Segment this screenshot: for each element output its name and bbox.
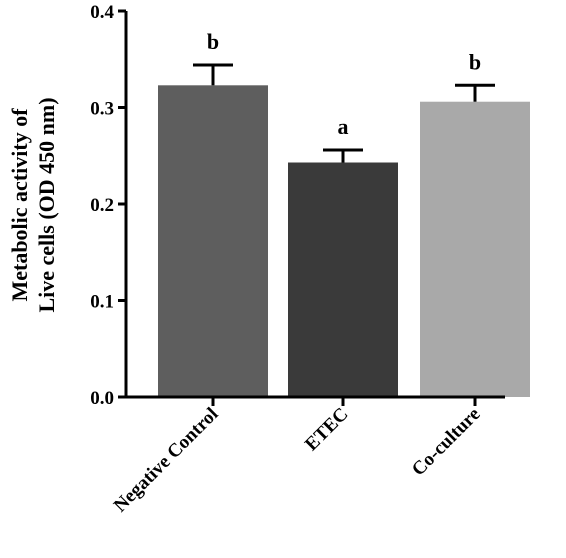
y-tick-label: 0.0 [90, 388, 114, 409]
x-tick-label: Co-culture [408, 404, 485, 481]
y-axis-label-line-1: Metabolic activity of [7, 108, 32, 302]
y-tick-label: 0.2 [90, 195, 114, 216]
bar-1 [158, 85, 268, 398]
significance-label: a [338, 114, 349, 139]
x-ticks-group: Negative Control ETEC Co-culture [110, 397, 485, 516]
y-tick-label: 0.4 [90, 2, 114, 23]
y-tick-label: 0.3 [90, 99, 114, 120]
y-axis-label: Metabolic activity of Live cells (OD 450… [7, 97, 59, 312]
y-axis-label-line-2: Live cells (OD 450 nm) [34, 97, 59, 312]
bar-3 [420, 101, 530, 398]
significance-labels-group: b a b [207, 29, 481, 139]
y-ticks-group: 0.0 0.1 0.2 0.3 0.4 [90, 2, 126, 409]
y-tick-label: 0.1 [90, 292, 114, 313]
x-tick-label: Negative Control [110, 404, 223, 517]
significance-label: b [207, 29, 219, 54]
significance-label: b [469, 49, 481, 74]
bar-2 [288, 162, 398, 397]
x-tick-label: ETEC [301, 404, 352, 455]
bars-group [158, 85, 530, 398]
error-bars-group [193, 63, 495, 163]
